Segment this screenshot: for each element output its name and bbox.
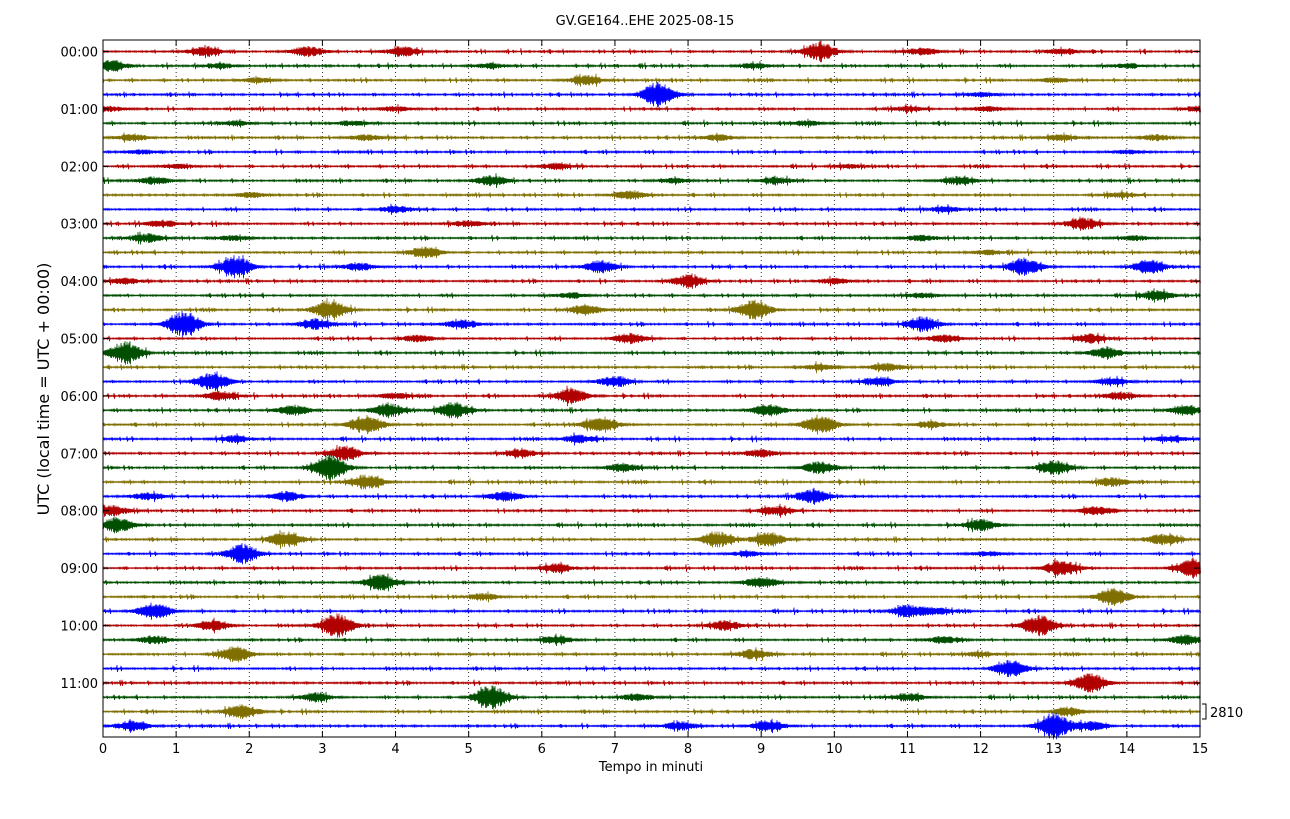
trace-line [102,704,1201,720]
x-tick-label: 3 [318,742,326,757]
trace-line [102,557,1201,579]
x-axis-ticks: 0 1 2 3 4 5 6 7 8 9 10 11 12 13 14 15 [99,40,1208,757]
trace-line [102,288,1201,303]
trace-line [102,246,1201,259]
trace-line [102,73,1201,87]
trace-line [102,341,1201,365]
trace-line [102,401,1201,419]
x-tick-label: 9 [757,742,765,757]
trace-line [102,587,1201,607]
x-tick-label: 14 [1119,742,1136,757]
x-tick-label: 12 [972,742,989,757]
trace-line [102,454,1201,481]
x-tick-label: 7 [611,742,619,757]
y-tick-label: 05:00 [61,333,98,348]
trace-line [102,59,1201,72]
trace-line [102,332,1201,345]
trace-line [102,712,1201,740]
trace-line [102,371,1201,392]
trace-line [102,673,1201,693]
trace-line [102,40,1201,63]
trace-line [102,487,1201,505]
x-tick-label: 13 [1045,742,1062,757]
trace-line [102,132,1201,143]
chart-title: GV.GE164..EHE 2025-08-15 [556,14,735,29]
x-tick-label: 1 [172,742,180,757]
trace-line [102,216,1201,231]
x-axis-label: Tempo in minuti [598,760,703,775]
trace-line [102,414,1201,435]
trace-line [102,173,1201,189]
trace-line [102,103,1201,115]
trace-line [102,118,1201,128]
scale-label: 2810 [1210,706,1243,721]
trace-line [102,81,1201,108]
y-tick-label: 08:00 [61,505,98,520]
x-tick-label: 4 [391,742,399,757]
x-tick-label: 6 [538,742,546,757]
trace-line [102,310,1201,338]
trace-line [102,633,1201,647]
x-tick-label: 0 [99,742,107,757]
trace-line [102,573,1201,592]
scale-bar: 2810 [1202,703,1243,721]
trace-line [102,189,1201,201]
trace-line [102,231,1201,245]
trace-line [102,503,1201,518]
trace-line [102,529,1201,549]
trace-line [102,385,1201,407]
trace-line [102,602,1201,620]
x-tick-label: 11 [899,742,916,757]
trace-line [102,660,1201,678]
trace-line [102,543,1201,565]
y-tick-label: 10:00 [61,620,98,635]
x-tick-label: 8 [684,742,692,757]
x-tick-label: 5 [465,742,473,757]
trace-line [102,613,1201,638]
trace-line [102,516,1201,534]
trace-line [102,273,1201,289]
trace-line [102,685,1201,710]
y-tick-label: 00:00 [61,46,98,61]
x-tick-label: 15 [1192,742,1209,757]
scale-bracket [1202,703,1207,720]
y-axis-label: UTC (local time = UTC + 00:00) [34,263,53,516]
trace-line [102,148,1201,156]
y-tick-label: 02:00 [61,160,98,175]
trace-line [102,255,1201,279]
y-tick-label: 04:00 [61,275,98,290]
y-tick-label: 11:00 [61,677,98,692]
x-tick-label: 10 [826,742,843,757]
y-tick-label: 09:00 [61,562,98,577]
y-tick-label: 06:00 [61,390,98,405]
trace-line [102,444,1201,462]
trace-line [102,203,1201,215]
trace-line [102,432,1201,446]
y-axis-ticks: 00:00 01:00 02:00 03:00 04:00 05:00 06:00 07:00… [61,46,1200,692]
y-tick-label: 07:00 [61,447,98,462]
trace-line [102,297,1201,322]
grid-lines [175,40,1128,737]
plot-frame [102,39,1201,738]
trace-line [102,361,1201,374]
y-tick-label: 03:00 [61,218,98,233]
trace-line [102,646,1201,663]
y-tick-label: 01:00 [61,103,98,118]
x-tick-label: 2 [245,742,253,757]
seismic-traces [102,40,1201,740]
trace-line [102,474,1201,490]
trace-line [102,162,1201,171]
